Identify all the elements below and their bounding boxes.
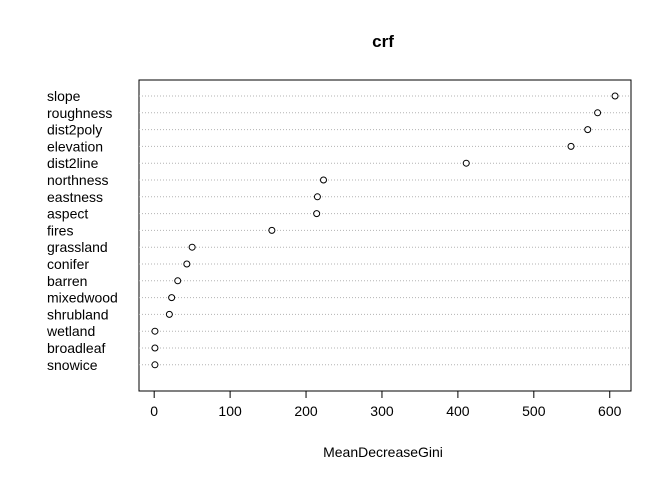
category-label-fires: fires [47,222,73,238]
plot-frame [138,79,632,392]
gridlines [139,95,631,366]
point-aspect [313,210,321,218]
point-grassland [188,243,196,251]
point-slope [611,92,619,100]
point-shrubland [165,310,173,318]
category-label-slope: slope [47,88,81,104]
point-roughness [594,109,602,117]
category-labels: sloperoughnessdist2polyelevationdist2lin… [46,88,118,373]
point-broadleaf [151,344,159,352]
point-dist2line [462,159,470,167]
category-label-roughness: roughness [47,105,112,121]
point-fires [268,226,276,234]
category-label-shrubland: shrubland [47,306,109,322]
point-wetland [151,327,159,335]
point-eastness [313,193,321,201]
point-conifer [183,260,191,268]
point-mixedwood [168,294,176,302]
x-tick-label: 0 [150,403,158,419]
category-label-dist2line: dist2line [47,155,99,171]
category-label-mixedwood: mixedwood [47,290,118,306]
data-points [151,92,619,369]
chart-title: crf [372,32,394,51]
x-tick-label: 100 [218,403,242,419]
point-elevation [567,142,575,150]
category-label-wetland: wetland [46,323,95,339]
category-label-elevation: elevation [47,138,103,154]
point-snowice [151,361,159,369]
point-northness [320,176,327,184]
category-label-snowice: snowice [47,357,98,373]
category-label-conifer: conifer [47,256,89,272]
x-tick-label: 300 [370,403,394,419]
x-tick-label: 200 [294,403,318,419]
category-label-eastness: eastness [47,189,103,205]
point-barren [174,277,182,285]
x-tick-label: 600 [598,403,622,419]
category-label-northness: northness [47,172,108,188]
x-axis-title: MeanDecreaseGini [323,444,443,460]
category-label-dist2poly: dist2poly [47,122,102,138]
x-axis: 0 100 200 300 400 500 600 [150,390,622,419]
category-label-aspect: aspect [47,206,88,222]
x-tick-label: 500 [522,403,546,419]
x-tick-label: 400 [446,403,470,419]
category-label-barren: barren [47,273,87,289]
point-dist2poly [584,126,592,134]
category-label-grassland: grassland [47,239,108,255]
category-label-broadleaf: broadleaf [47,340,105,356]
